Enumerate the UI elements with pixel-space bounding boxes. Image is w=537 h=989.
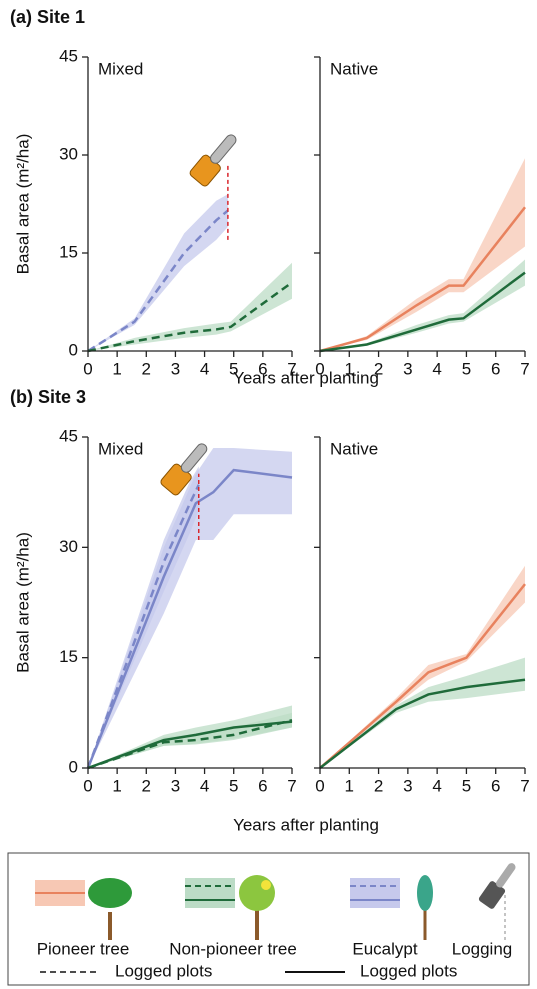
x-tick-label: 1 [345, 359, 354, 378]
series-line [319, 583, 526, 769]
y-tick-label: 45 [59, 426, 78, 445]
x-tick-label: 5 [462, 776, 471, 795]
legend-label: Eucalypt [352, 939, 417, 958]
series-line [87, 281, 293, 353]
x-tick-label: 7 [520, 776, 529, 795]
icon-part [180, 443, 208, 473]
x-tick-label: 2 [374, 359, 383, 378]
icon [417, 875, 433, 911]
y-tick-label: 30 [59, 537, 78, 556]
x-axis-label: Years after planting [233, 368, 379, 387]
icon-part [210, 134, 237, 164]
icon [478, 863, 516, 909]
confidence-band [320, 259, 525, 351]
series-line [86, 484, 200, 769]
y-tick-label: 0 [69, 340, 78, 359]
y-axis-label: Basal area (m²/ha) [13, 134, 32, 275]
subplot-title: Native [330, 59, 378, 78]
x-tick-label: 6 [491, 776, 500, 795]
logging-icon [160, 443, 208, 496]
x-tick-label: 4 [200, 359, 209, 378]
x-tick-label: 5 [462, 359, 471, 378]
x-tick-label: 4 [432, 776, 441, 795]
x-tick-label: 1 [345, 776, 354, 795]
logging-icon [189, 134, 237, 187]
x-tick-label: 3 [171, 359, 180, 378]
series-line [319, 271, 526, 353]
x-tick-label: 2 [374, 776, 383, 795]
x-tick-label: 2 [142, 776, 151, 795]
legend-label: Pioneer tree [37, 939, 130, 958]
x-tick-label: 5 [229, 776, 238, 795]
x-tick-label: 4 [200, 776, 209, 795]
confidence-band [88, 194, 228, 351]
x-tick-label: 3 [403, 776, 412, 795]
x-tick-label: 7 [287, 776, 296, 795]
x-tick-label: 7 [287, 359, 296, 378]
legend-label: Logged plots [360, 961, 457, 980]
x-tick-label: 7 [520, 359, 529, 378]
legend-band [185, 878, 235, 908]
legend-label: Logging [452, 939, 513, 958]
confidence-band [320, 158, 525, 351]
series-line [87, 720, 293, 770]
y-tick-label: 15 [59, 242, 78, 261]
x-tick-label: 0 [83, 776, 92, 795]
icon [261, 880, 271, 890]
subplot-title: Native [330, 439, 378, 458]
y-tick-label: 0 [69, 757, 78, 776]
x-tick-label: 5 [229, 359, 238, 378]
x-tick-label: 0 [315, 359, 324, 378]
x-tick-label: 3 [403, 359, 412, 378]
panel-label: (a) Site 1 [10, 7, 85, 27]
y-axis-label: Basal area (m²/ha) [13, 532, 32, 673]
legend-box [7, 852, 530, 986]
y-tick-label: 45 [59, 46, 78, 65]
x-tick-label: 0 [315, 776, 324, 795]
x-tick-label: 6 [258, 776, 267, 795]
series-line [87, 718, 293, 770]
x-tick-label: 0 [83, 359, 92, 378]
confidence-band [320, 565, 525, 768]
icon [88, 878, 132, 908]
panel-label: (b) Site 3 [10, 387, 86, 407]
x-tick-label: 4 [432, 359, 441, 378]
icon [239, 875, 275, 911]
x-tick-label: 1 [112, 776, 121, 795]
x-tick-label: 1 [112, 359, 121, 378]
series-line [86, 468, 293, 769]
y-tick-label: 30 [59, 144, 78, 163]
legend-band [350, 878, 400, 908]
x-tick-label: 6 [258, 359, 267, 378]
legend-label: Non-pioneer tree [169, 939, 297, 958]
legend-label: Logged plots [115, 961, 212, 980]
legend: Pioneer tree Non-pioneer tree Eucalypt L… [35, 863, 516, 980]
series-line [319, 206, 526, 353]
confidence-band [88, 262, 292, 351]
y-tick-label: 15 [59, 647, 78, 666]
x-tick-label: 2 [142, 359, 151, 378]
x-tick-label: 6 [491, 359, 500, 378]
subplot-title: Mixed [98, 59, 143, 78]
x-axis-label: Years after planting [233, 815, 379, 834]
subplot-title: Mixed [98, 439, 143, 458]
series-line [319, 678, 526, 769]
x-tick-label: 3 [171, 776, 180, 795]
